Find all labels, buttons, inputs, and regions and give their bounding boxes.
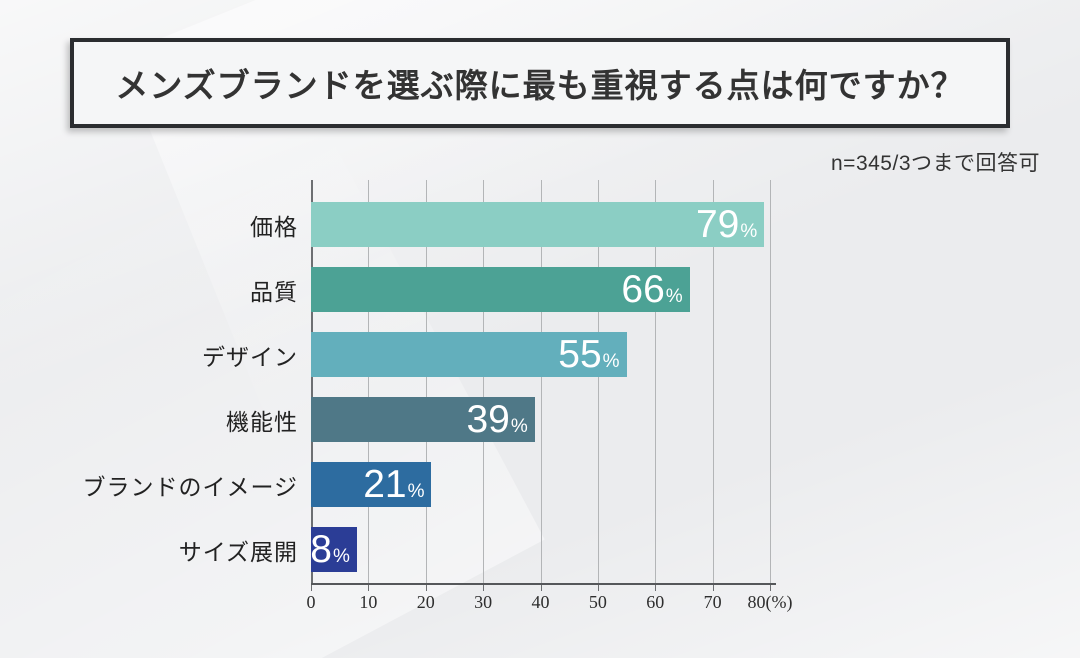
x-tick-label: 10 [359, 592, 378, 612]
y-axis-line [311, 180, 313, 585]
x-tick-label: 0 [306, 592, 316, 612]
chart-title: メンズブランドを選ぶ際に最も重視する点は何ですか？ [115, 67, 965, 104]
category-label: 機能性 [226, 408, 298, 435]
x-tick-mark [540, 585, 542, 591]
bar-row: サイズ展開 8% [0, 527, 1080, 572]
gridline [655, 180, 657, 585]
bar-row: 価格 79% [0, 202, 1080, 247]
x-tick-label: 40 [531, 592, 550, 612]
x-tick-mark [368, 585, 370, 591]
title-box: メンズブランドを選ぶ際に最も重視する点は何ですか？ [70, 38, 1010, 128]
x-tick-label: 60 [646, 592, 665, 612]
category-label: 価格 [250, 213, 298, 240]
bar-value-unit: % [665, 286, 683, 307]
plot-area [311, 180, 776, 591]
bar: 39% [311, 397, 535, 442]
bar-value: 55 [558, 333, 602, 376]
x-tick-mark [655, 585, 657, 591]
gridline [483, 180, 485, 585]
category-label: サイズ展開 [178, 538, 298, 565]
x-tick-mark [311, 585, 312, 591]
gridline [540, 180, 542, 585]
x-tick-label: 50 [588, 592, 607, 612]
x-tick-mark [597, 585, 599, 591]
bar-value-unit: % [740, 221, 758, 242]
bar-row: デザイン 55% [0, 332, 1080, 377]
bar: 79% [311, 202, 765, 247]
bar-value: 79 [695, 203, 740, 246]
bar: 55% [311, 332, 627, 377]
category-label: 品質 [250, 278, 298, 305]
bar-row: 機能性 39% [0, 397, 1080, 442]
x-tick-label: 30 [474, 592, 493, 612]
bar: 21% [311, 462, 432, 507]
bar-value-unit: % [407, 481, 425, 502]
sample-size-note: n=345/3つまで回答可 [831, 152, 1040, 175]
bar: 8% [310, 527, 357, 572]
bar-value: 8 [310, 528, 332, 571]
x-tick-mark [425, 585, 427, 591]
x-tick-mark [483, 585, 485, 591]
bar-value-unit: % [602, 351, 620, 372]
x-axis-line [311, 583, 776, 585]
x-tick-label: 20 [416, 592, 435, 612]
x-tick-mark [712, 585, 714, 591]
bar-value-unit: % [332, 546, 350, 567]
category-label: デザイン [202, 343, 298, 370]
gridline [712, 180, 714, 585]
gridline [770, 180, 771, 585]
gridline [597, 180, 599, 585]
x-tick-label: 70 [703, 592, 722, 612]
gridline [425, 180, 427, 585]
bar-value: 66 [621, 268, 665, 311]
bar-value: 39 [466, 398, 510, 441]
bar: 66% [311, 267, 690, 312]
bar-row: 品質 66% [0, 267, 1080, 312]
bar-row: ブランドのイメージ 21% [0, 462, 1080, 507]
x-tick-mark [770, 585, 771, 591]
bar-value: 21 [363, 463, 407, 506]
bar-value-unit: % [510, 416, 528, 437]
gridline [368, 180, 370, 585]
x-tick-label: 80(%) [747, 592, 793, 612]
category-label: ブランドのイメージ [82, 473, 298, 500]
